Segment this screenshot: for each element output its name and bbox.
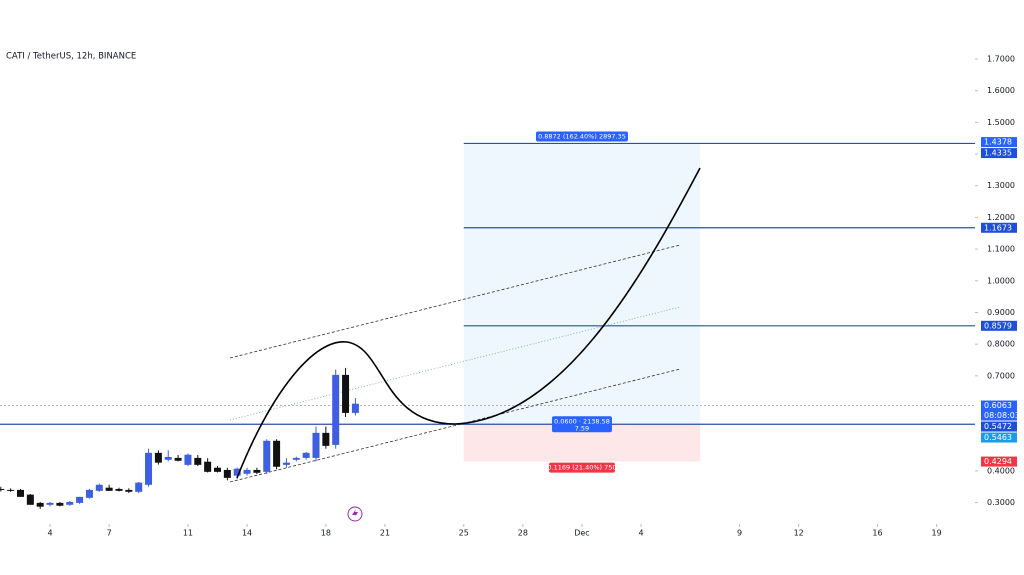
price-label: 1.4335 — [984, 149, 1012, 158]
candle-body — [7, 489, 15, 491]
price-label-bg — [981, 320, 1017, 331]
x-tick-label: 16 — [872, 529, 882, 538]
candle-body — [76, 496, 84, 503]
candle-body — [282, 462, 290, 465]
candle-body — [213, 467, 221, 472]
stop-label-bg — [548, 462, 615, 473]
candle-body — [322, 432, 330, 446]
x-tick-label: 19 — [931, 529, 941, 538]
event-icon-bolt — [352, 509, 358, 519]
x-tick-label: 9 — [737, 529, 742, 538]
entry-label: 0.0600 · 2138.58 — [554, 417, 610, 425]
target-zone — [463, 143, 701, 425]
channel — [229, 244, 681, 483]
projection-curve — [236, 167, 701, 479]
candle-body — [253, 469, 261, 473]
candle-body — [342, 374, 350, 413]
price-label: 0.5463 — [984, 433, 1012, 442]
candle-body — [36, 502, 44, 507]
x-tick-label: 25 — [459, 529, 469, 538]
price-label-bg — [981, 421, 1017, 432]
entry-sublabel: 7.59 — [575, 424, 589, 432]
candle-body — [125, 489, 133, 492]
candle-body — [223, 469, 231, 478]
candles-layer — [0, 367, 359, 509]
price-label: 0.6063 — [984, 401, 1012, 410]
price-label: 1.1673 — [984, 223, 1012, 232]
price-label: 0.8579 — [984, 321, 1012, 330]
candle-body — [233, 468, 241, 476]
candle-body — [332, 374, 340, 445]
candle-body — [66, 501, 74, 505]
chart-title: CATI / TetherUS, 12h, BINANCE — [6, 52, 136, 62]
candle-body — [154, 452, 162, 463]
price-label: 1.4378 — [984, 138, 1012, 147]
candle-body — [351, 403, 359, 413]
candle-body — [105, 487, 113, 491]
candle-body — [95, 484, 103, 491]
x-tick-label: 28 — [518, 529, 528, 538]
stop-label: 0.1169 (21.40%) 750 — [547, 464, 616, 472]
candle-body — [243, 469, 251, 474]
channel-top — [229, 244, 681, 359]
candle-body — [85, 489, 93, 498]
y-tick-label: 0.9000 — [987, 308, 1015, 317]
x-tick-label: 4 — [639, 529, 644, 538]
candle-body — [16, 489, 24, 497]
x-tick-label: 18 — [321, 529, 331, 538]
candle-body — [145, 452, 153, 485]
y-tick-label: 1.1000 — [987, 245, 1015, 254]
channel-mid — [229, 306, 681, 421]
candle-body — [194, 457, 202, 465]
candle-body — [263, 440, 271, 472]
candle-body — [115, 488, 123, 491]
candle-body — [56, 502, 64, 506]
candle-body — [46, 502, 54, 505]
price-label-bg — [981, 432, 1017, 443]
candle-body — [164, 456, 172, 460]
x-tick-label: 7 — [107, 529, 112, 538]
y-tick-label: 1.2000 — [987, 213, 1015, 222]
candle-body — [204, 461, 212, 472]
candle-body — [0, 488, 5, 490]
x-tick-label: 11 — [183, 529, 193, 538]
y-tick-label: 1.7000 — [987, 55, 1015, 64]
candle-body — [273, 440, 281, 467]
x-tick-label: 4 — [47, 529, 52, 538]
candle-body — [302, 452, 310, 458]
price-label-bg — [981, 148, 1017, 159]
y-tick-label: 0.7000 — [987, 371, 1015, 380]
price-label-bg — [981, 222, 1017, 233]
x-tick-label: 21 — [380, 529, 390, 538]
target-label-bg — [535, 131, 628, 142]
candle-body — [135, 482, 143, 492]
price-label-bg — [981, 456, 1017, 467]
entry-label-bg — [551, 416, 612, 433]
candle-body — [292, 457, 300, 460]
price-label-bg — [981, 400, 1017, 421]
y-tick-label: 1.0000 — [987, 276, 1015, 285]
x-tick-label: 14 — [242, 529, 252, 538]
y-tick-label: 1.3000 — [987, 181, 1015, 190]
candle-body — [174, 457, 182, 461]
candle-body — [184, 454, 192, 465]
x-tick-label: Dec — [574, 529, 589, 538]
candle-body — [312, 432, 320, 458]
y-tick-label: 0.4000 — [987, 466, 1015, 475]
background-layer — [0, 58, 978, 527]
y-tick-label: 1.6000 — [987, 86, 1015, 95]
y-tick-label: 0.8000 — [987, 340, 1015, 349]
countdown: 08:08:03 — [984, 411, 1020, 420]
y-tick-label: 1.5000 — [987, 118, 1015, 127]
x-tick-label: 12 — [794, 529, 804, 538]
y-tick-label: 0.3000 — [987, 498, 1015, 507]
candle-body — [26, 494, 34, 505]
price-label: 0.5472 — [984, 422, 1012, 431]
channel-bottom — [229, 368, 681, 483]
price-label-bg — [981, 137, 1017, 148]
price-label: 0.4294 — [984, 457, 1012, 466]
target-label: 0.8872 (162.40%) 2897.35 — [538, 132, 626, 140]
